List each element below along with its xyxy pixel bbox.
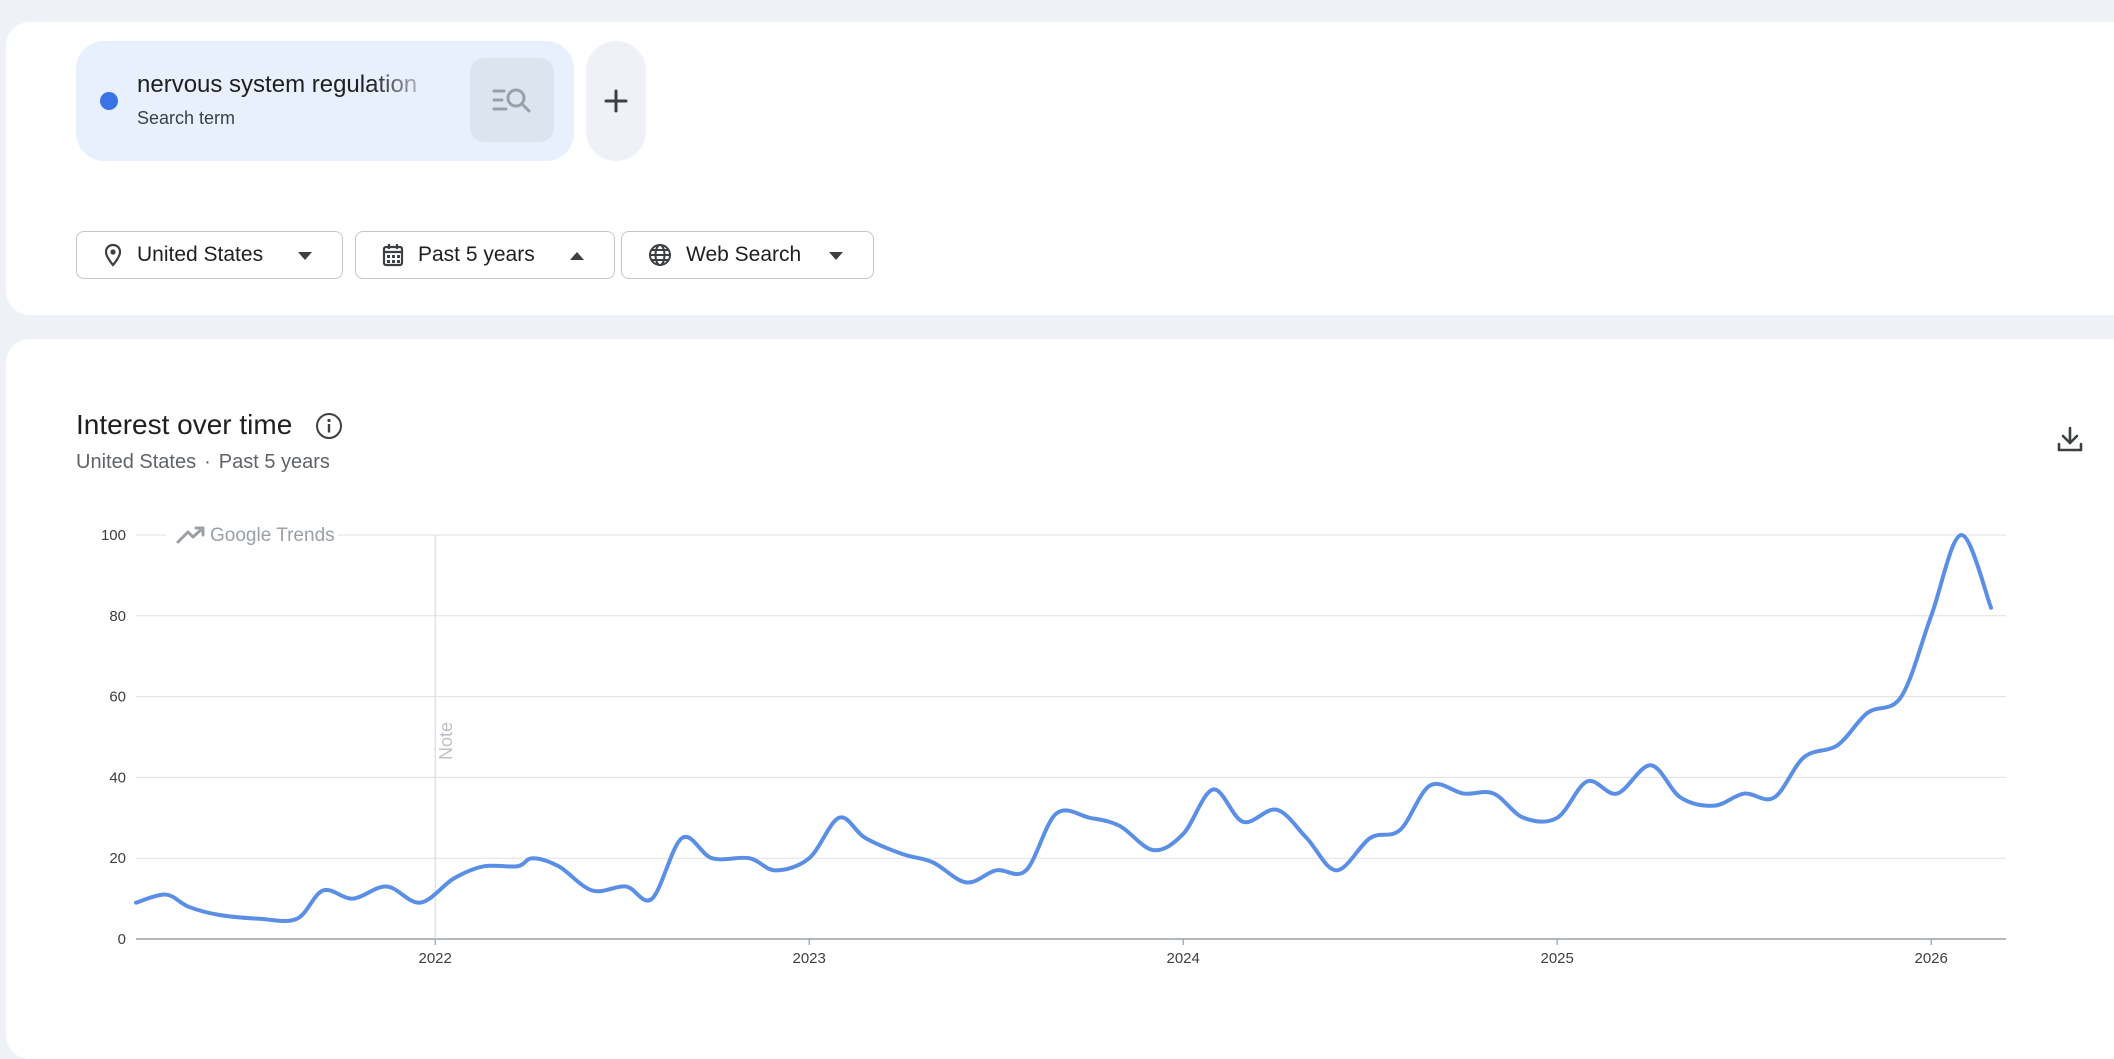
x-tick-label: 2025 (1541, 950, 1574, 967)
explore-header-card: nervous system regulation Search term (6, 22, 2114, 315)
time-range-filter-dropdown[interactable]: Past 5 years (355, 231, 615, 279)
search-term-chip[interactable]: nervous system regulation Search term (76, 41, 574, 161)
panel-subtitle: United States · Past 5 years (76, 451, 330, 474)
caret-up-icon (570, 252, 584, 260)
caret-down-icon (298, 252, 312, 260)
time-range-filter-label: Past 5 years (418, 243, 535, 266)
x-tick-label: 2023 (793, 950, 826, 967)
search-term-text[interactable]: nervous system regulation (137, 71, 418, 98)
search-compare-icon (492, 88, 531, 113)
panel-title: Interest over time (76, 409, 293, 440)
x-tick-label: 2026 (1915, 950, 1948, 967)
info-icon[interactable] (314, 411, 344, 441)
interest-over-time-chart: 0 20 40 60 80 100 2022 2023 2024 2025 2026 Note Goog… (101, 521, 2006, 967)
download-icon[interactable] (2056, 425, 2084, 453)
y-tick-label: 0 (118, 931, 126, 948)
subtitle-time: Past 5 years (218, 451, 330, 473)
y-tick-label: 100 (101, 527, 126, 544)
y-tick-label: 20 (109, 850, 126, 867)
subtitle-geo: United States (76, 451, 197, 473)
geo-filter-dropdown[interactable]: United States (76, 231, 343, 279)
plus-icon (604, 89, 628, 113)
watermark-label: Google Trends (210, 525, 335, 546)
location-pin-icon (104, 243, 122, 267)
search-compare-button[interactable] (470, 58, 554, 142)
globe-icon (649, 244, 671, 266)
series-line (134, 533, 1994, 924)
y-tick-label: 80 (109, 608, 126, 625)
calendar-icon (382, 244, 404, 267)
y-tick-label: 40 (109, 769, 126, 786)
geo-filter-label: United States (137, 243, 264, 266)
search-property-filter-dropdown[interactable]: Web Search (621, 231, 874, 279)
add-comparison-button[interactable] (586, 41, 646, 161)
caret-down-icon (829, 252, 843, 260)
search-term-type: Search term (137, 108, 236, 128)
subtitle-separator: · (204, 451, 211, 473)
y-tick-label: 60 (109, 689, 126, 706)
interest-over-time-card: Interest over time United States · Past 5 … (6, 339, 2114, 1059)
term-color-dot (100, 92, 118, 110)
x-tick-label: 2024 (1167, 950, 1200, 967)
annotation-label: Note (436, 722, 456, 760)
x-tick-label: 2022 (419, 950, 452, 967)
search-property-filter-label: Web Search (686, 243, 802, 266)
trends-logo-icon (176, 526, 205, 544)
